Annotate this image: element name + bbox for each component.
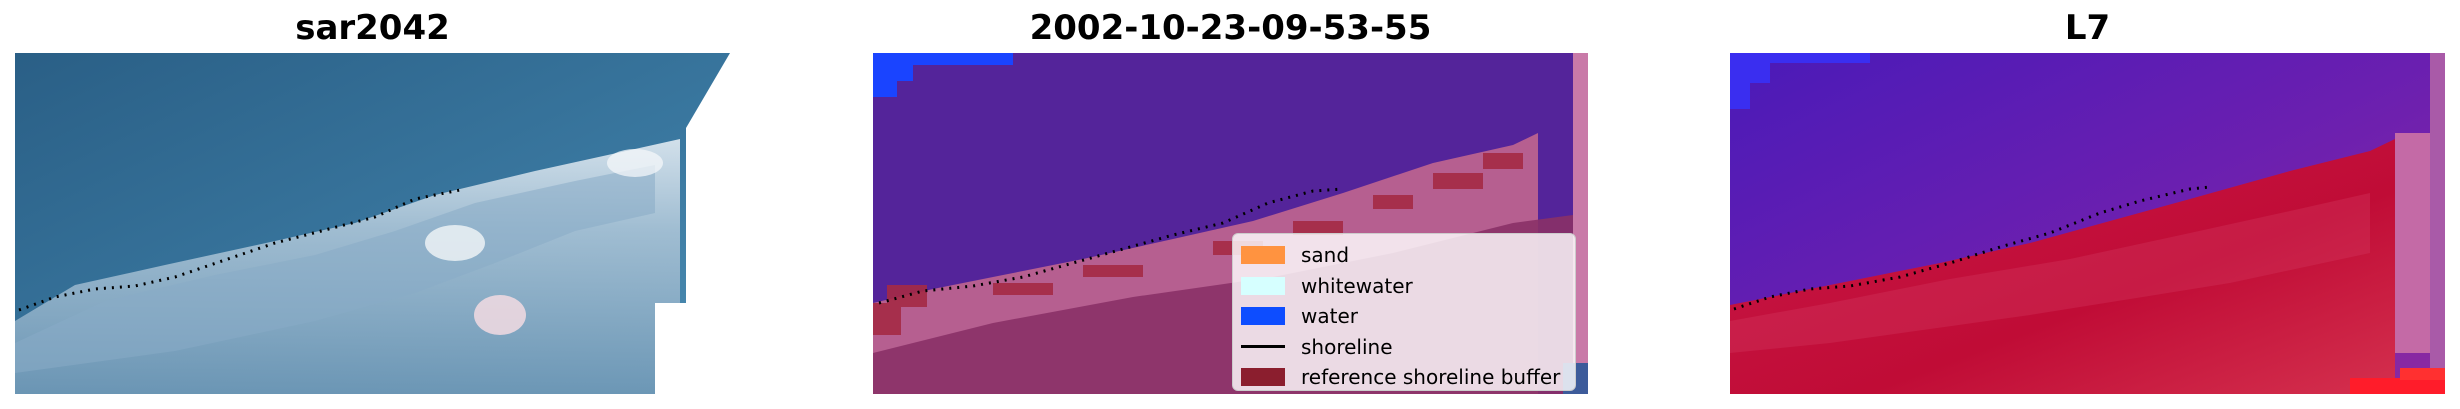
- buffer-swatch: [1241, 368, 1285, 387]
- panel-title-classification: 2002-10-23-09-53-55: [1029, 8, 1432, 48]
- shoreline-swatch: [1241, 345, 1285, 349]
- legend-label: whitewater: [1301, 273, 1413, 298]
- panel-title-rgb: sar2042: [295, 8, 450, 48]
- legend-item-sand: sand: [1241, 240, 1567, 271]
- water-swatch: [1241, 307, 1285, 326]
- sand-swatch: [1241, 246, 1285, 265]
- ndwi-land-region: [1730, 139, 2395, 394]
- legend-item-water: water: [1241, 301, 1567, 332]
- legend-item-shoreline: shoreline: [1241, 332, 1567, 363]
- legend-item-reference-shoreline-buffer: reference shoreline buffer: [1241, 362, 1567, 393]
- water-class-region: [873, 53, 1013, 97]
- legend-item-whitewater: whitewater: [1241, 271, 1567, 302]
- reference-shoreline-buffer: [873, 153, 1523, 335]
- rgb-image: [15, 53, 730, 394]
- legend-label: shoreline: [1301, 334, 1393, 359]
- legend: sand whitewater water shoreline referenc…: [1232, 233, 1576, 391]
- legend-label: reference shoreline buffer: [1301, 365, 1561, 390]
- shoreline-rgb: [18, 187, 466, 312]
- panel-title-ndwi: L7: [2064, 8, 2111, 48]
- ndwi-panel: [1730, 53, 2445, 394]
- ndwi-image: [1730, 53, 2445, 394]
- legend-label: sand: [1301, 243, 1350, 268]
- whitewater-swatch: [1241, 276, 1285, 295]
- rgb-image-panel: [15, 53, 730, 394]
- legend-label: water: [1301, 304, 1358, 329]
